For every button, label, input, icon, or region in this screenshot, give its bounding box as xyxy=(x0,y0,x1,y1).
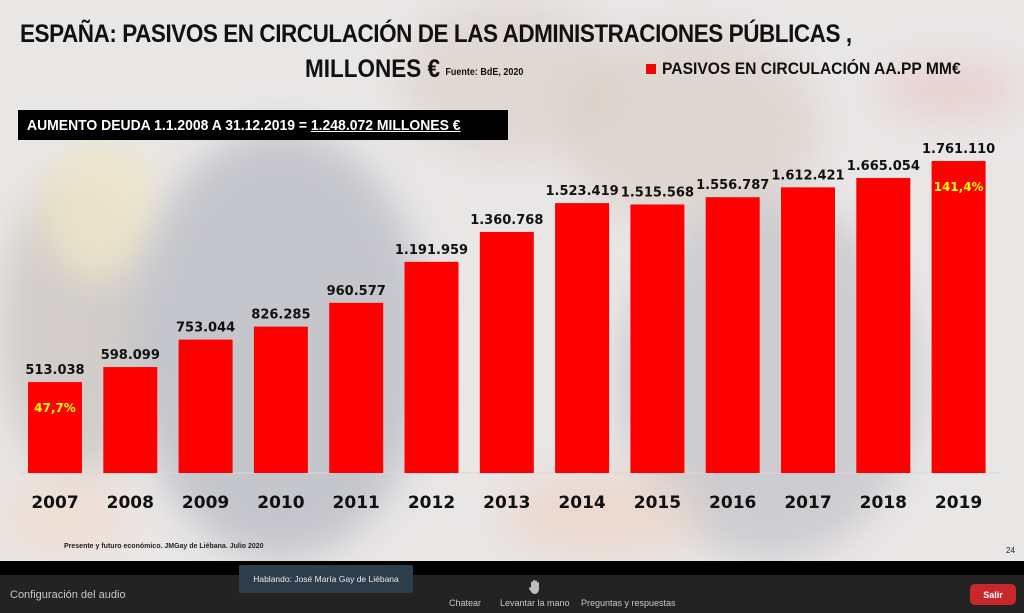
leave-button[interactable]: Salir xyxy=(970,584,1016,605)
data-label-2010: 826.285 xyxy=(251,308,310,323)
bar-2012 xyxy=(404,261,459,473)
data-label-2011: 960.577 xyxy=(327,284,386,299)
x-tick-label-2013: 2013 xyxy=(483,493,530,513)
x-tick-label-2014: 2014 xyxy=(558,493,605,513)
x-tick-label-2009: 2009 xyxy=(182,493,229,513)
bar-2014 xyxy=(555,203,610,474)
slide-title: ESPAÑA: PASIVOS EN CIRCULACIÓN DE LAS AD… xyxy=(20,20,852,48)
bar-2007 xyxy=(28,382,82,473)
data-label-2015: 1.515.568 xyxy=(621,186,694,201)
bar-2015 xyxy=(630,204,685,473)
data-label-2017: 1.612.421 xyxy=(771,168,844,183)
x-tick-label-2015: 2015 xyxy=(634,493,681,513)
source-note: Fuente: BdE, 2020 xyxy=(445,67,524,78)
bar-2009 xyxy=(178,339,233,473)
bar-2008 xyxy=(103,367,158,473)
footnote: Presente y futuro económico. JMGay de Li… xyxy=(64,543,264,550)
page-number: 24 xyxy=(1006,546,1015,555)
subtitle-units: MILLONES € xyxy=(305,55,441,83)
chart-legend: PASIVOS EN CIRCULACIÓN AA.PP MM€ xyxy=(646,59,987,79)
data-label-2008: 598.099 xyxy=(101,348,160,363)
x-tick-label-2011: 2011 xyxy=(333,493,380,513)
callout-value: 1.248.072 MILLONES € xyxy=(310,116,461,134)
legend-label: PASIVOS EN CIRCULACIÓN AA.PP MM€ xyxy=(662,59,961,78)
x-tick-label-2019: 2019 xyxy=(935,493,982,513)
data-label-2007: 513.038 xyxy=(25,363,84,378)
bar-2018 xyxy=(856,178,911,473)
data-label-2019: 1.761.110 xyxy=(922,142,995,157)
audio-settings-button[interactable]: Configuración del audio xyxy=(10,589,126,601)
presentation-slide: ESPAÑA: PASIVOS EN CIRCULACIÓN DE LAS AD… xyxy=(0,0,1024,561)
bar-2017 xyxy=(781,187,835,473)
qa-button[interactable]: Preguntas y respuestas xyxy=(581,598,676,608)
annotation-2007: 47,7% xyxy=(34,401,76,415)
raise-hand-button[interactable]: Levantar la mano xyxy=(500,598,570,608)
x-tick-label-2012: 2012 xyxy=(408,493,455,513)
bar-2016 xyxy=(705,197,760,473)
callout-text: AUMENTO DEUDA 1.1.2008 A 31.12.2019 = xyxy=(27,116,311,134)
annotation-2019: 141,4% xyxy=(934,180,984,194)
bar-2010 xyxy=(253,326,308,473)
bar-2013 xyxy=(479,231,534,473)
x-tick-label-2017: 2017 xyxy=(784,493,831,513)
x-tick-label-2018: 2018 xyxy=(860,493,907,513)
raise-hand-icon[interactable] xyxy=(528,579,542,595)
x-tick-label-2016: 2016 xyxy=(709,493,756,513)
speaking-indicator: Hablando: José María Gay de Liébana xyxy=(239,565,413,593)
data-label-2012: 1.191.959 xyxy=(395,243,468,258)
chat-button[interactable]: Chatear xyxy=(449,598,482,608)
data-label-2018: 1.665.054 xyxy=(847,159,920,174)
debt-increase-callout: AUMENTO DEUDA 1.1.2008 A 31.12.2019 = 1.… xyxy=(18,110,508,140)
legend-swatch xyxy=(646,64,656,74)
x-tick-label-2008: 2008 xyxy=(107,493,154,513)
slide-subtitle: MILLONES € Fuente: BdE, 2020 xyxy=(305,55,523,84)
bar-2011 xyxy=(329,302,384,473)
data-label-2013: 1.360.768 xyxy=(470,213,543,228)
data-label-2009: 753.044 xyxy=(176,321,235,336)
bar-chart: 513.038 2007 598.099 2008 753.044 2009 826.285… xyxy=(20,142,1000,513)
data-label-2016: 1.556.787 xyxy=(696,178,769,193)
data-label-2014: 1.523.419 xyxy=(545,184,618,199)
x-tick-label-2010: 2010 xyxy=(257,493,304,513)
meeting-toolbar xyxy=(0,575,1024,613)
x-tick-label-2007: 2007 xyxy=(31,493,78,513)
bar-2019 xyxy=(931,161,986,473)
